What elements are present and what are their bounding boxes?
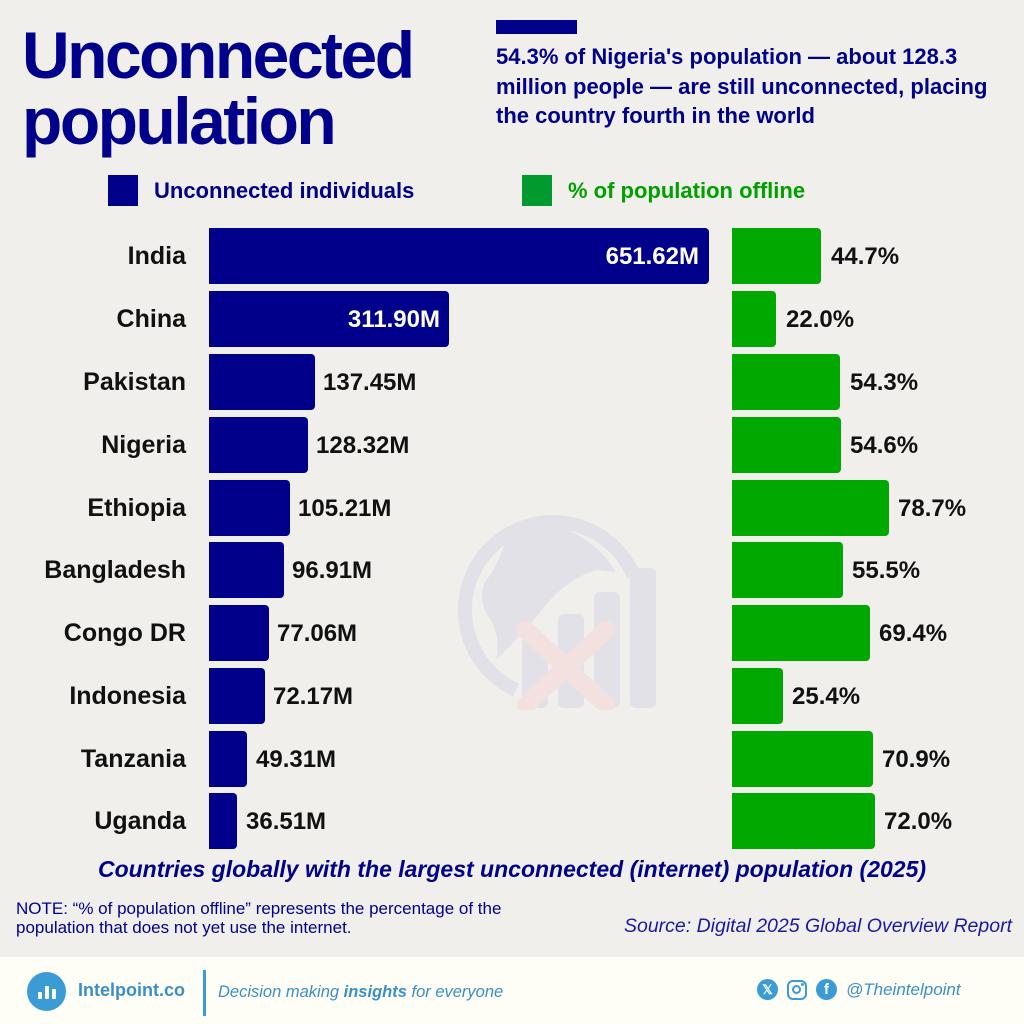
country-label: Congo DR (63, 619, 186, 647)
social-handle[interactable]: @Theintelpoint (846, 979, 961, 999)
title-line-1: Unconnected (22, 18, 415, 92)
bar-row: Uganda 36.51M 72.0% (0, 793, 1024, 849)
instagram-icon[interactable] (787, 979, 807, 1000)
value-offline: 69.4% (879, 620, 948, 647)
value-unconnected: 651.62M (605, 243, 699, 270)
value-offline: 54.3% (850, 369, 919, 396)
bar-offline (732, 605, 870, 661)
value-unconnected: 72.17M (273, 683, 354, 710)
title-line-2: population (22, 84, 337, 158)
value-unconnected: 105.21M (298, 495, 392, 522)
bar-unconnected (209, 731, 247, 787)
bar-row: Bangladesh 96.91M 55.5% (0, 542, 1024, 598)
source-credit: Source: Digital 2025 Global Overview Rep… (623, 915, 1012, 937)
intelpoint-logo-icon[interactable] (27, 972, 66, 1011)
bar-row: Tanzania 49.31M 70.9% (0, 731, 1024, 787)
value-unconnected: 96.91M (292, 557, 373, 584)
bar-unconnected (209, 542, 284, 598)
country-label: Tanzania (80, 745, 186, 773)
bar-offline (732, 291, 776, 347)
value-offline: 78.7% (898, 495, 967, 522)
footer-divider (203, 970, 206, 1016)
country-label: China (116, 305, 186, 333)
bar-row: Congo DR 77.06M 69.4% (0, 605, 1024, 661)
bar-unconnected (209, 291, 449, 347)
bar-row: Nigeria 128.32M 54.6% (0, 417, 1024, 473)
country-label: Pakistan (83, 368, 186, 396)
value-unconnected: 36.51M (246, 808, 327, 835)
bar-offline (732, 480, 889, 536)
bar-unconnected (209, 605, 269, 661)
bar-row: Indonesia 72.17M 25.4% (0, 668, 1024, 724)
legend-label: % of population offline (568, 177, 806, 203)
value-unconnected: 311.90M (347, 306, 440, 333)
value-offline: 70.9% (882, 746, 951, 773)
bar-unconnected (209, 417, 308, 473)
bar-offline (732, 354, 840, 410)
page-title: Unconnected population (22, 18, 415, 158)
social-links: 𝕏 f @Theintelpoint (757, 979, 961, 1000)
bar-offline (732, 417, 841, 473)
legend-label: Unconnected individuals (154, 177, 415, 203)
bar-unconnected (209, 668, 265, 724)
bar-unconnected (209, 354, 315, 410)
country-label: Ethiopia (87, 494, 186, 522)
value-offline: 44.7% (831, 243, 900, 270)
globe-signal-watermark-icon (457, 515, 656, 710)
value-offline: 54.6% (850, 432, 919, 459)
accent-bar (496, 20, 577, 34)
legend-swatch-navy (108, 175, 138, 206)
value-unconnected: 128.32M (316, 432, 410, 459)
value-offline: 72.0% (884, 808, 953, 835)
bar-offline (732, 793, 875, 849)
x-twitter-icon[interactable]: 𝕏 (757, 979, 778, 1000)
bar-row: China 311.90M 22.0% (0, 291, 1024, 347)
value-offline: 55.5% (852, 557, 921, 584)
brand-link[interactable]: Intelpoint.co (78, 980, 185, 1000)
bar-row: Pakistan 137.45M 54.3% (0, 354, 1024, 410)
bar-offline (732, 668, 783, 724)
country-label: Bangladesh (44, 556, 186, 584)
value-unconnected: 137.45M (323, 369, 417, 396)
country-label: Indonesia (69, 682, 186, 710)
tagline: Decision making insights for everyone (218, 983, 503, 1002)
country-label: India (127, 242, 186, 270)
value-offline: 25.4% (792, 683, 861, 710)
bar-unconnected (209, 228, 709, 284)
country-label: Nigeria (101, 431, 186, 459)
footnote: NOTE: “% of population offline” represen… (16, 899, 502, 937)
bar-offline (732, 731, 873, 787)
bar-offline (732, 228, 821, 284)
bar-row: Ethiopia 105.21M 78.7% (0, 480, 1024, 536)
value-unconnected: 77.06M (277, 620, 358, 647)
footer: Intelpoint.co Decision making insights f… (0, 957, 1024, 1024)
chart-caption: Countries globally with the largest unco… (97, 856, 927, 882)
bar-row: India 651.62M 44.7% (0, 228, 1024, 284)
legend-unconnected: Unconnected individuals (108, 175, 414, 206)
value-unconnected: 49.31M (256, 746, 337, 773)
value-offline: 22.0% (786, 306, 855, 333)
legend-offline: % of population offline (522, 175, 805, 206)
country-label: Uganda (94, 807, 186, 835)
tagline-pre: Decision making (218, 983, 344, 1001)
tagline-post: for everyone (406, 983, 504, 1001)
legend-swatch-green (522, 175, 552, 206)
facebook-icon[interactable]: f (816, 979, 837, 1000)
bar-unconnected (209, 480, 290, 536)
tagline-bold: insights (343, 983, 407, 1001)
subtitle: 54.3% of Nigeria's population — about 12… (496, 44, 988, 128)
bar-offline (732, 542, 843, 598)
bar-unconnected (209, 793, 237, 849)
